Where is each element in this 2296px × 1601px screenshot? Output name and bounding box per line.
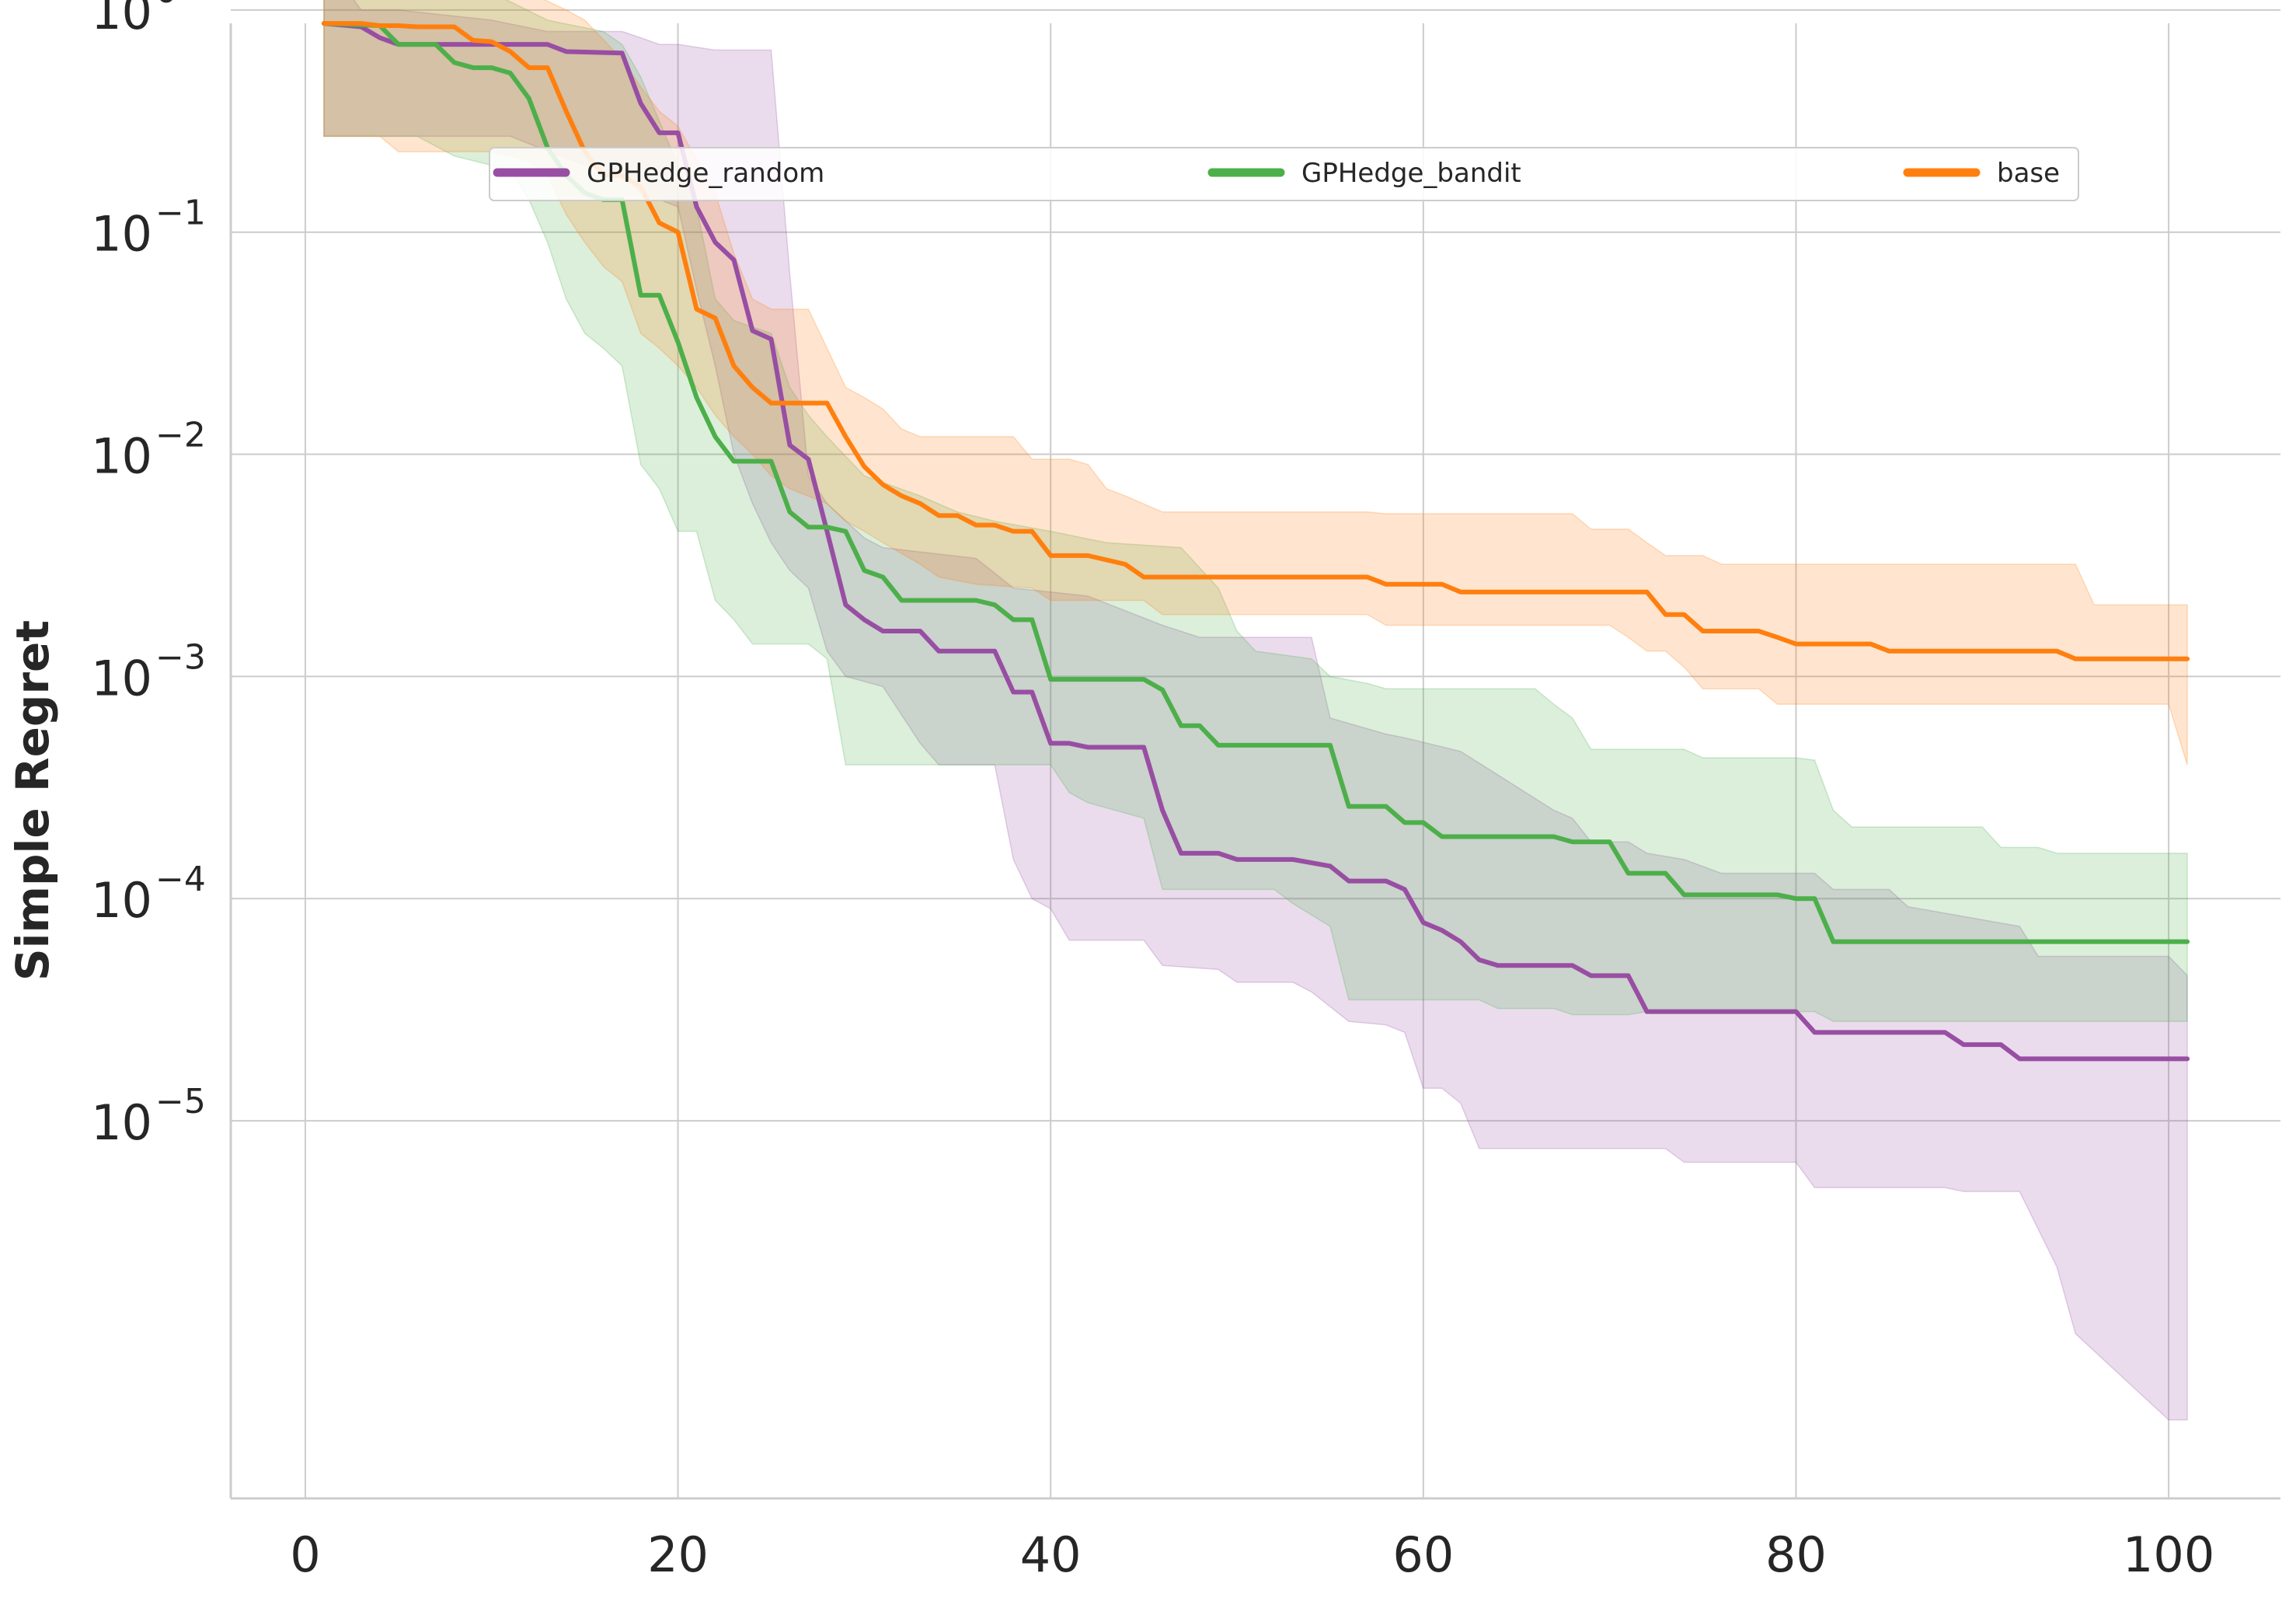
legend-label: GPHedge_bandit	[1301, 158, 1521, 189]
y-tick-label: 10 −2	[91, 416, 206, 485]
y-tick-base: 10	[91, 0, 152, 40]
legend-label: base	[1997, 158, 2060, 189]
y-tick-label: 100	[91, 0, 177, 40]
tick-labels: 02040608010010010−110−210−310−410−5	[91, 0, 2214, 1583]
y-tick-base: 10	[91, 872, 152, 929]
y-tick-label: 10 −5	[91, 1082, 206, 1151]
confidence-bands	[323, 0, 2188, 1421]
x-tick-label: 0	[290, 1526, 320, 1583]
x-tick-label: 60	[1392, 1526, 1454, 1583]
grid-layer	[231, 9, 2280, 1498]
y-tick-exponent: −1	[155, 194, 206, 233]
y-tick-label: 10 −4	[91, 860, 206, 929]
y-tick-label: 10 −3	[91, 637, 206, 706]
y-tick-label: 10 −1	[91, 194, 206, 263]
x-tick-label: 80	[1765, 1526, 1827, 1583]
y-tick-base: 10	[91, 1094, 152, 1151]
series-line-base	[321, 21, 2190, 661]
y-tick-exponent: −2	[155, 416, 206, 455]
confidence-band-gphedge-random	[323, 0, 2188, 1421]
y-tick-base: 10	[91, 428, 152, 485]
confidence-band-gphedge-bandit	[323, 0, 2188, 1022]
axes	[229, 23, 2280, 1500]
y-tick-exponent: −4	[155, 860, 206, 899]
y-tick-base: 10	[91, 650, 152, 706]
x-tick-label: 20	[647, 1526, 709, 1583]
series-line-gphedge-random	[321, 21, 2190, 1062]
y-tick-exponent: −5	[155, 1082, 206, 1121]
y-tick-exponent: −3	[155, 637, 206, 677]
x-tick-label: 100	[2123, 1526, 2214, 1583]
y-tick-base: 10	[91, 206, 152, 263]
x-tick-label: 40	[1020, 1526, 1082, 1583]
y-tick-exponent: 0	[155, 0, 177, 11]
legend: GPHedge_random GPHedge_bandit base	[489, 147, 2079, 201]
legend-label: GPHedge_random	[587, 158, 824, 189]
y-axis-label: Simple Regret	[6, 620, 59, 981]
